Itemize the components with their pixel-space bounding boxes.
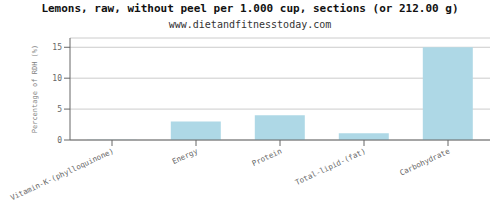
svg-text:Percentage of RDH (%): Percentage of RDH (%) <box>31 45 39 134</box>
svg-text:0: 0 <box>57 136 62 145</box>
svg-text:Vitamin-K-(phylloquinone): Vitamin-K-(phylloquinone) <box>9 146 115 200</box>
svg-text:10: 10 <box>52 74 62 83</box>
svg-text:Total-lipid-(fat): Total-lipid-(fat) <box>294 146 367 187</box>
html-text:www.dietandfitnesstoday.com: www.dietandfitnesstoday.com <box>168 19 332 30</box>
svg-text:Protein: Protein <box>251 146 283 168</box>
svg-text:15: 15 <box>52 43 62 52</box>
svg-text:Carbohydrate: Carbohydrate <box>398 146 451 177</box>
svg-text:5: 5 <box>57 105 62 114</box>
svg-text:Energy: Energy <box>171 146 200 166</box>
html-text:Lemons, raw, without peel per: Lemons, raw, without peel per 1.000 cup,… <box>41 2 459 15</box>
